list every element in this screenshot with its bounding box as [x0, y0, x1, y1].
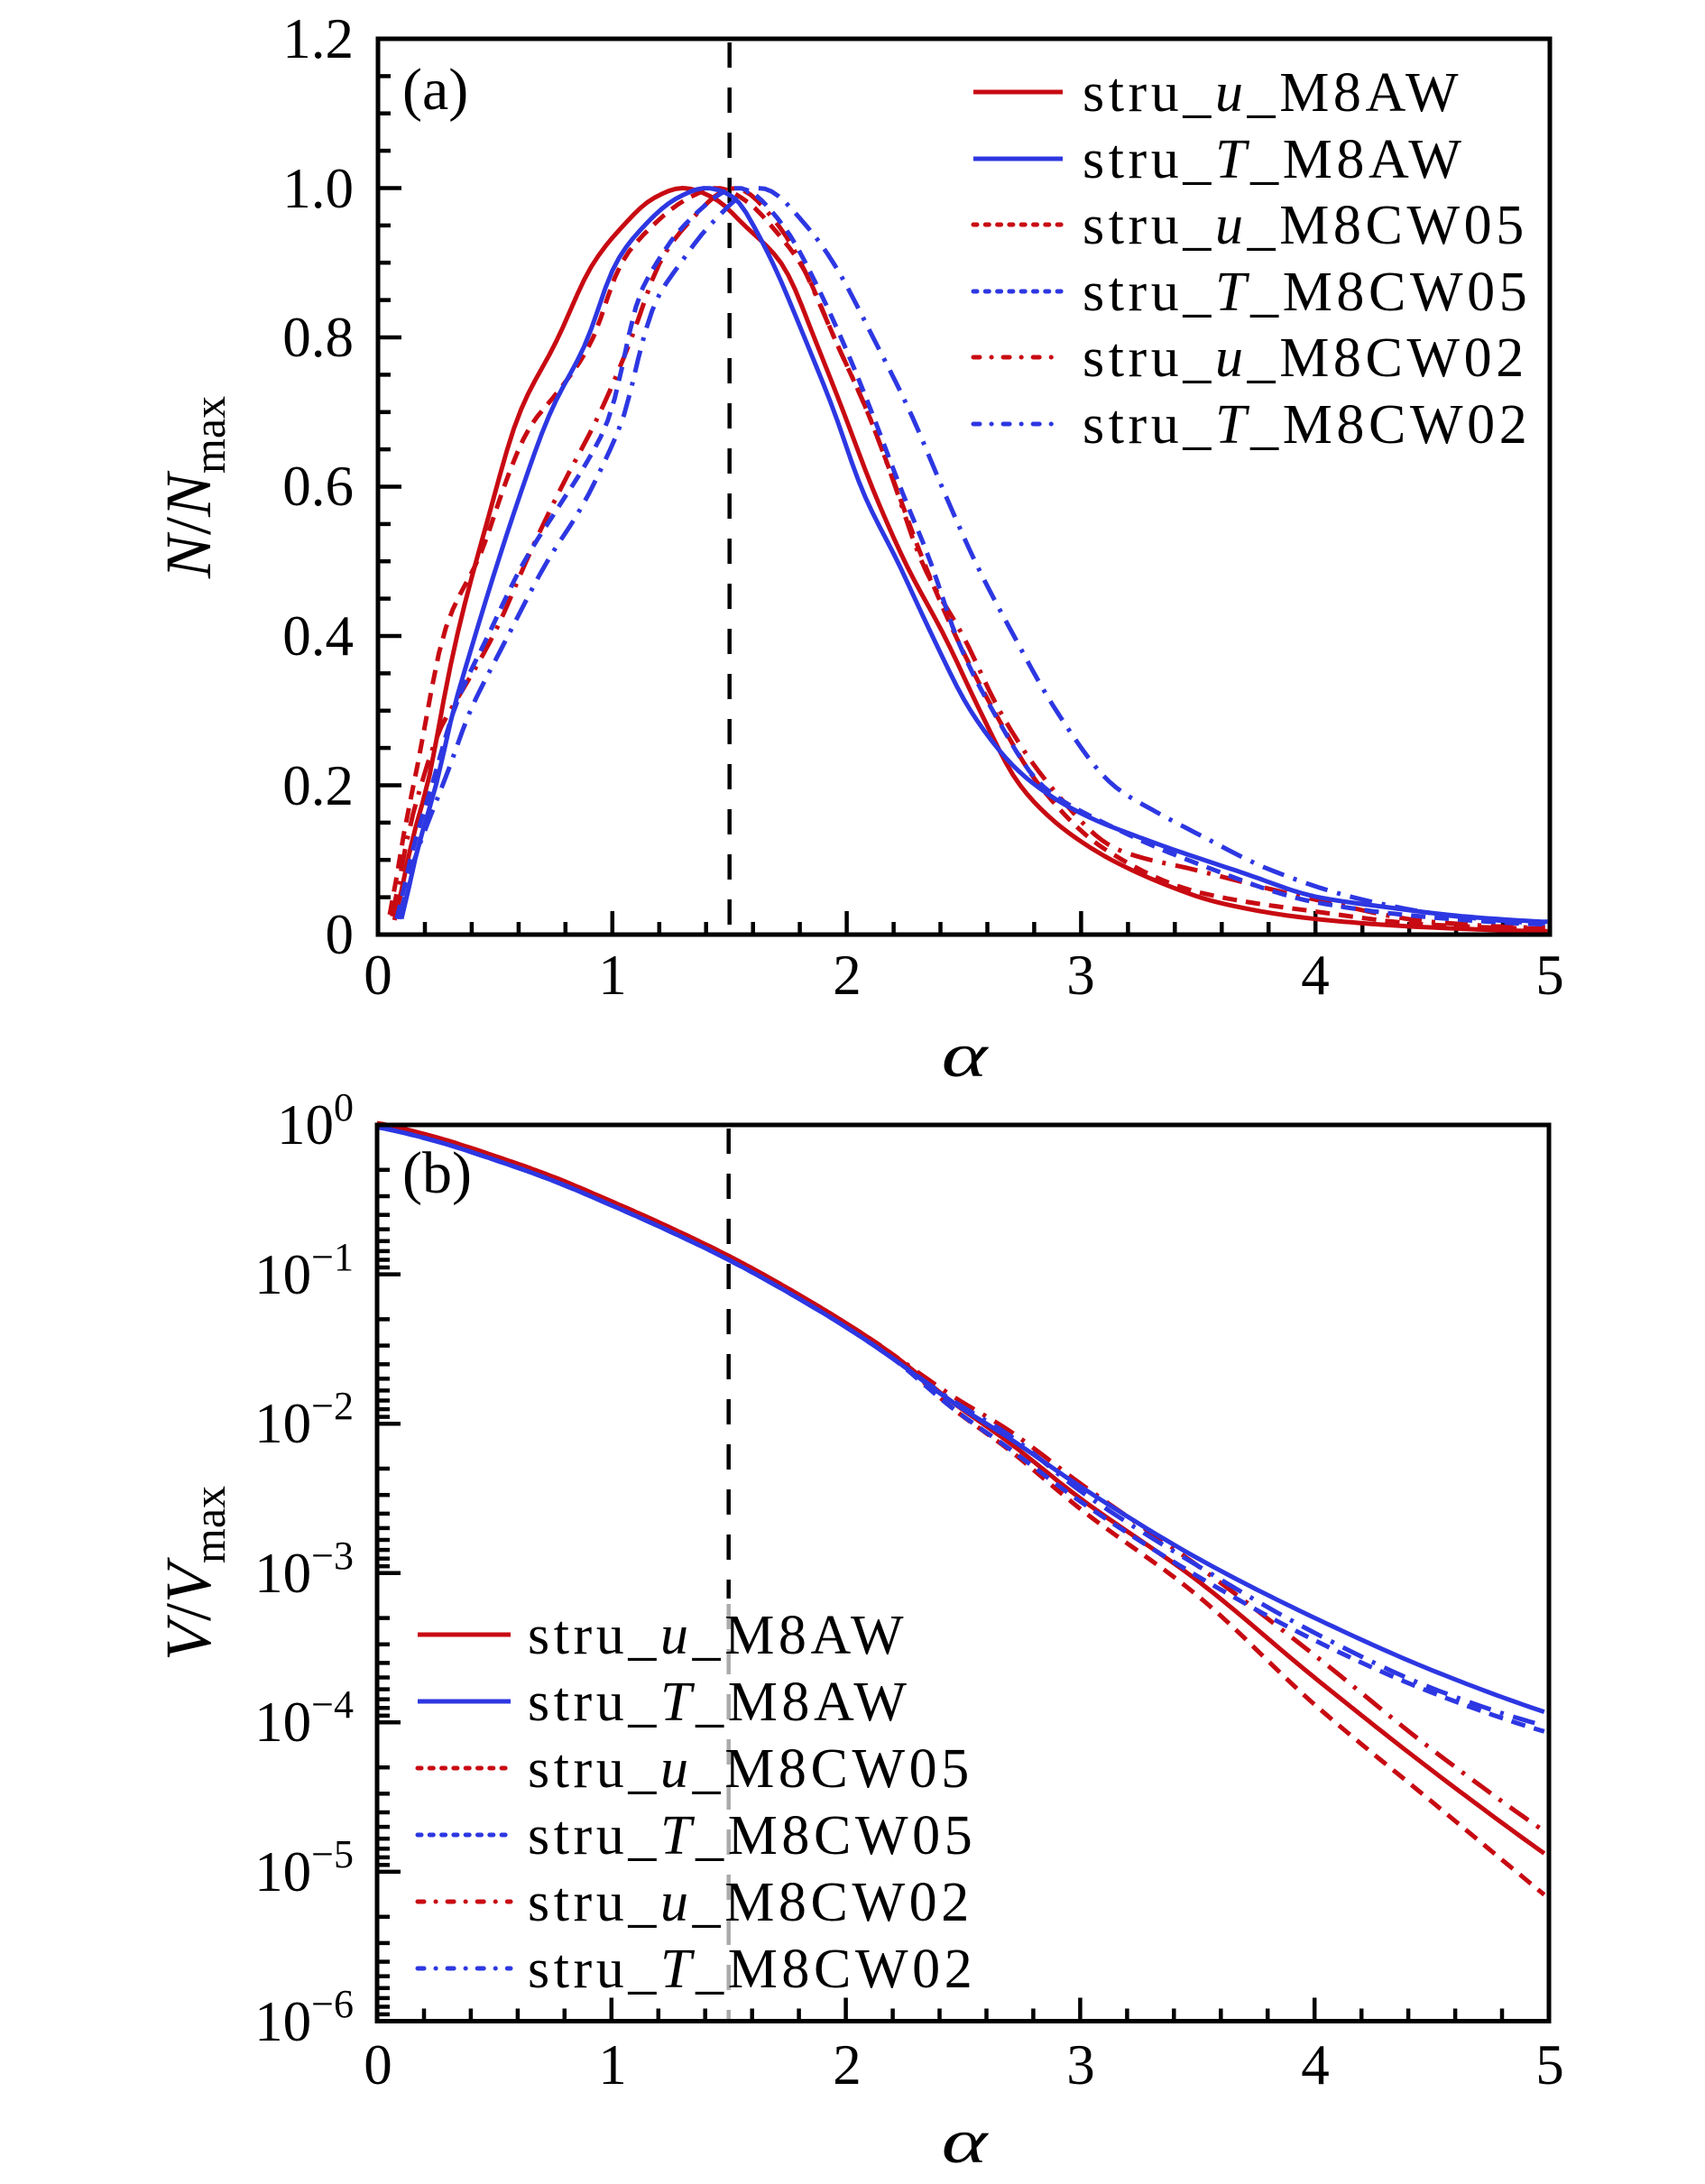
svg-text:3: 3 [1066, 944, 1095, 1007]
svg-text:4: 4 [1301, 2033, 1330, 2096]
svg-text:stru_T_M8AW: stru_T_M8AW [1083, 129, 1466, 190]
svg-text:stru_T_M8CW05: stru_T_M8CW05 [1083, 262, 1531, 323]
svg-text:3: 3 [1066, 2033, 1095, 2096]
svg-text:stru_u_M8AW: stru_u_M8AW [1083, 62, 1462, 124]
svg-text:0: 0 [364, 944, 392, 1007]
svg-text:α: α [942, 1021, 990, 1091]
svg-text:stru_u_M8CW02: stru_u_M8CW02 [1083, 327, 1528, 389]
svg-text:2: 2 [833, 2033, 862, 2096]
svg-text:0: 0 [364, 2033, 392, 2096]
svg-text:stru_u_M8AW: stru_u_M8AW [528, 1605, 908, 1666]
svg-text:10−6: 10−6 [254, 1982, 354, 2053]
svg-text:(a): (a) [402, 57, 468, 123]
svg-text:0.2: 0.2 [282, 754, 354, 817]
svg-text:stru_T_M8CW02: stru_T_M8CW02 [1083, 394, 1531, 456]
svg-text:stru_u_M8CW05: stru_u_M8CW05 [1083, 195, 1528, 256]
svg-text:stru_u_M8CW05: stru_u_M8CW05 [528, 1738, 973, 1800]
svg-text:stru_T_M8CW05: stru_T_M8CW05 [528, 1805, 976, 1866]
svg-text:1: 1 [598, 944, 627, 1007]
svg-text:stru_T_M8AW: stru_T_M8AW [528, 1672, 911, 1733]
svg-text:0.4: 0.4 [282, 604, 354, 668]
svg-text:0.8: 0.8 [282, 306, 354, 369]
svg-text:5: 5 [1535, 2033, 1564, 2096]
svg-text:α: α [942, 2107, 990, 2177]
svg-text:stru_T_M8CW02: stru_T_M8CW02 [528, 1939, 976, 2000]
svg-text:4: 4 [1301, 944, 1330, 1007]
svg-text:2: 2 [833, 944, 862, 1007]
svg-text:1: 1 [598, 2033, 627, 2096]
svg-text:1.0: 1.0 [282, 157, 354, 220]
svg-text:1.2: 1.2 [282, 7, 354, 70]
svg-text:0: 0 [326, 903, 355, 966]
svg-text:(b): (b) [402, 1140, 472, 1206]
svg-text:0.6: 0.6 [282, 455, 354, 518]
svg-text:100: 100 [277, 1085, 354, 1157]
svg-text:5: 5 [1535, 944, 1564, 1007]
svg-text:stru_u_M8CW02: stru_u_M8CW02 [528, 1872, 973, 1933]
